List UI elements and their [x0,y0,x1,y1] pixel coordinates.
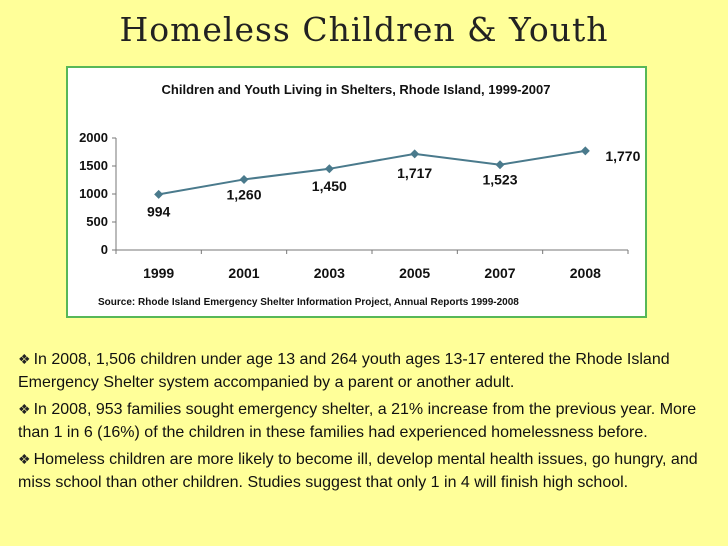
bullet-text: In 2008, 1,506 children under age 13 and… [18,351,670,391]
bullet-item: ❖ In 2008, 1,506 children under age 13 an… [18,348,718,394]
y-tick-label: 500 [86,214,108,229]
data-label: 1,260 [226,186,261,202]
x-tick-label: 2005 [399,265,430,281]
line-chart: Children and Youth Living in Shelters, R… [79,82,641,308]
diamond-bullet-icon: ❖ [18,401,31,417]
data-point-marker [154,189,164,199]
data-label: 1,717 [397,165,432,181]
bullet-item: ❖ Homeless children are more likely to be… [18,448,718,494]
bullet-item: ❖ In 2008, 953 families sought emergency … [18,398,718,444]
y-tick-label: 2000 [79,130,108,145]
diamond-bullet-icon: ❖ [18,351,31,367]
data-point-marker [410,149,420,159]
slide-title: Homeless Children & Youth [119,10,609,49]
bullet-text: Homeless children are more likely to bec… [18,451,698,491]
data-point-marker [580,146,590,156]
x-tick-label: 2001 [228,265,259,281]
data-label: 994 [147,203,171,219]
data-point-marker [239,174,249,184]
data-point-marker [495,160,505,170]
data-point-marker [324,164,334,174]
data-label: 1,523 [482,172,517,188]
y-tick-label: 0 [101,242,108,257]
x-tick-label: 2003 [314,265,345,281]
diamond-bullet-icon: ❖ [18,451,31,467]
data-label: 1,450 [312,178,347,194]
series-line [158,149,586,196]
data-label: 1,770 [605,148,640,164]
y-tick-label: 1000 [79,186,108,201]
chart-title: Children and Youth Living in Shelters, R… [162,82,551,97]
x-tick-label: 2007 [484,265,515,281]
chart-panel: Children and Youth Living in Shelters, R… [66,66,647,318]
x-tick-label: 2008 [570,265,601,281]
bullet-text: In 2008, 953 families sought emergency s… [18,401,697,441]
bullet-list: ❖ In 2008, 1,506 children under age 13 an… [18,348,718,498]
chart-source-note: Source: Rhode Island Emergency Shelter I… [98,297,519,308]
x-tick-label: 1999 [143,265,174,281]
y-tick-label: 1500 [79,158,108,173]
